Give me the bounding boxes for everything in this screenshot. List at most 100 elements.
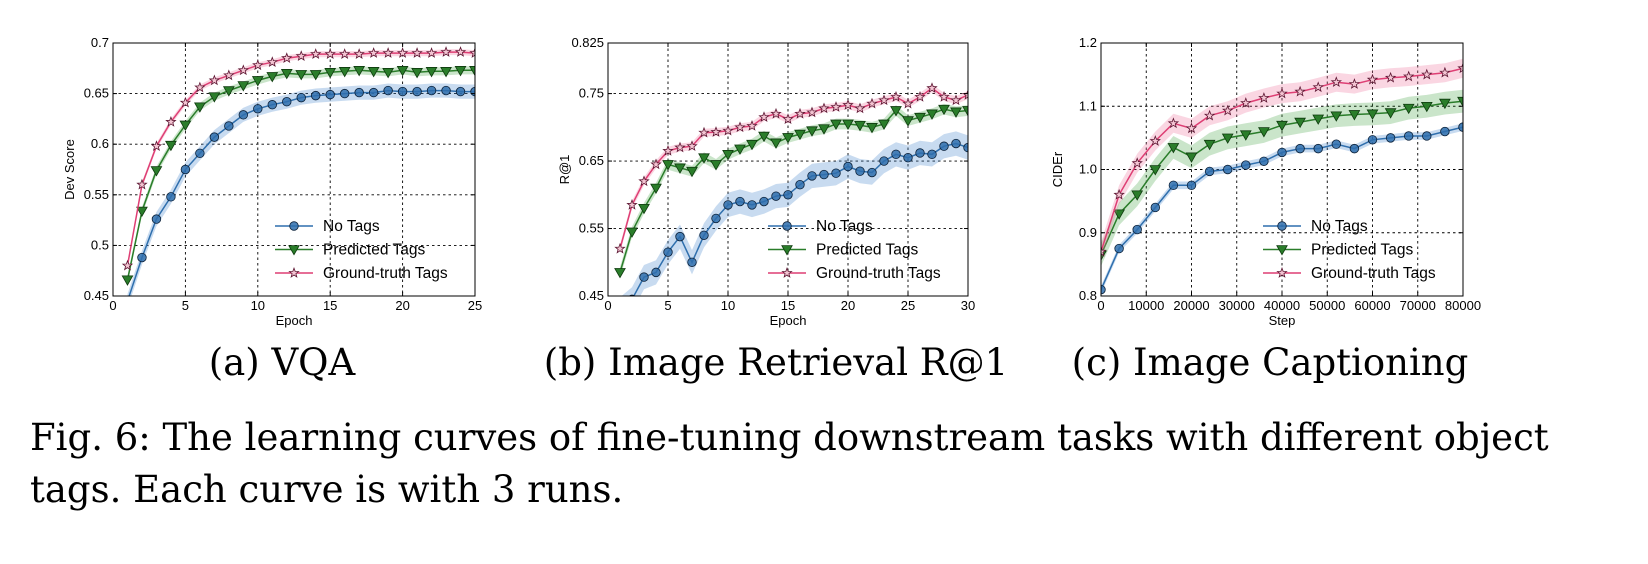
p1-point-predicted-tags-15: [338, 67, 351, 78]
p2-point-ground-truth-tags-10: [734, 121, 746, 133]
p1-ytick-label-4: 0.65: [84, 86, 109, 101]
p2-ytick-label-3: 0.75: [579, 86, 604, 101]
p1-point-ground-truth-tags-16: [353, 48, 365, 59]
p2-point-ground-truth-tags-6: [686, 140, 698, 152]
p2-point-ground-truth-tags-23: [890, 91, 902, 102]
p1-point-no-tags-17: [368, 87, 379, 98]
p2-point-ground-truth-tags-4: [662, 145, 674, 156]
p2-point-no-tags-17: [819, 169, 829, 180]
p2-subcaption: (b) Image Retrieval R@1: [544, 341, 1008, 384]
p3-point-no-tags-4: [1168, 180, 1179, 191]
p3-xlabel: Step: [1269, 313, 1296, 328]
p3-point-no-tags-18: [1422, 131, 1432, 141]
p1-ylabel: Dev Score: [62, 139, 77, 200]
p2-point-no-tags-2: [639, 272, 649, 282]
p3-legend-label-predicted-tags: Predicted Tags: [1311, 242, 1413, 259]
p2-point-predicted-tags-2: [638, 203, 650, 215]
p3-point-no-tags-13: [1331, 139, 1342, 149]
p1-point-no-tags-4: [180, 164, 191, 175]
p2-point-predicted-tags-1: [626, 227, 638, 238]
p1-point-no-tags-6: [209, 132, 220, 142]
p2-point-no-tags-8: [711, 213, 721, 224]
p3-xtick-label-1: 10000: [1128, 298, 1164, 313]
p1-point-ground-truth-tags-14: [324, 48, 336, 59]
p3-point-predicted-tags-6: [1203, 139, 1216, 151]
p2-legend-label-no-tags: No Tags: [816, 218, 873, 235]
p2-xtick-label-6: 30: [961, 298, 975, 313]
p3-point-no-tags-2: [1132, 224, 1142, 235]
p3-point-predicted-tags-9: [1258, 127, 1270, 138]
p1-point-ground-truth-tags-15: [339, 48, 351, 59]
p2-legend-label-ground-truth-tags: Ground-truth Tags: [816, 265, 941, 282]
p2-point-predicted-tags-25: [914, 112, 926, 124]
caption-label: Fig. 6:: [30, 416, 151, 459]
p1-band-ground-truth-tags: [127, 49, 475, 269]
p3-xtick-label-5: 50000: [1309, 298, 1345, 313]
p1-point-no-tags-3: [166, 192, 176, 202]
p3-xtick-label-7: 70000: [1400, 298, 1436, 313]
p1-point-predicted-tags-16: [353, 66, 366, 77]
p1-point-ground-truth-tags-10: [266, 56, 278, 68]
p2-xtick-label-5: 25: [901, 298, 915, 313]
p1-point-ground-truth-tags-4: [179, 96, 192, 108]
p3-legend-marker-no-tags: [1277, 221, 1287, 231]
p3-xtick-label-2: 20000: [1173, 298, 1209, 313]
p2-point-ground-truth-tags-27: [938, 91, 950, 102]
p2-point-no-tags-15: [795, 179, 805, 190]
p2-point-no-tags-6: [687, 257, 697, 267]
p2-point-predicted-tags-21: [866, 123, 878, 134]
p3-point-no-tags-17: [1403, 131, 1414, 141]
p2-point-ground-truth-tags-21: [866, 97, 878, 109]
p3-xtick-label-3: 30000: [1219, 298, 1255, 313]
p1-point-predicted-tags-10: [266, 72, 279, 83]
p1-point-predicted-tags-9: [251, 76, 264, 87]
p1-point-no-tags-14: [325, 89, 335, 100]
p2-ylabel: R@1: [557, 155, 572, 185]
p1-point-predicted-tags-1: [136, 206, 148, 217]
p2-point-ground-truth-tags-14: [782, 113, 794, 125]
p1-point-predicted-tags-7: [222, 86, 235, 97]
p2-point-predicted-tags-20: [854, 121, 866, 132]
p2-point-ground-truth-tags-22: [878, 94, 890, 106]
p1-legend: No Tags Predicted Tags Ground-truth Tags: [275, 218, 448, 282]
p2-ytick-label-4: 0.825: [571, 35, 604, 50]
p2-xtick-label-4: 20: [841, 298, 855, 313]
p3-ytick-label-0: 0.8: [1079, 288, 1097, 303]
p1-point-no-tags-18: [383, 85, 393, 96]
p2-point-predicted-tags-23: [890, 106, 902, 117]
p3-point-ground-truth-tags-8: [1240, 97, 1252, 108]
p3-point-ground-truth-tags-20: [1457, 62, 1463, 74]
p2-point-predicted-tags-8: [710, 160, 722, 171]
p1-point-predicted-tags-2: [150, 166, 163, 177]
p1-point-no-tags-11: [282, 96, 292, 107]
p2-point-predicted-tags-22: [878, 119, 890, 130]
p1-point-ground-truth-tags-5: [194, 81, 206, 93]
p2-point-no-tags-16: [807, 171, 817, 181]
p1-point-predicted-tags-12: [295, 70, 308, 81]
p1-point-no-tags-2: [151, 214, 162, 224]
p2-point-ground-truth-tags-1: [626, 198, 638, 210]
p3-point-no-tags-1: [1114, 243, 1124, 254]
p2-point-no-tags-18: [831, 168, 841, 178]
p1-frame: [112, 42, 476, 297]
p1-point-no-tags-21: [426, 85, 437, 96]
p2-xtick-label-1: 5: [664, 298, 671, 313]
p2-point-ground-truth-tags-8: [710, 126, 722, 137]
p2-point-predicted-tags-17: [818, 124, 830, 135]
p2-point-predicted-tags-7: [698, 153, 710, 164]
p3-point-no-tags-16: [1385, 133, 1396, 143]
p3-point-ground-truth-tags-18: [1421, 68, 1433, 80]
p2-point-predicted-tags-16: [806, 126, 818, 137]
p2-point-ground-truth-tags-19: [842, 99, 854, 110]
p2-point-no-tags-12: [759, 196, 769, 207]
caption-text: The learning curves of fine-tuning downs…: [30, 416, 1549, 511]
p3-point-ground-truth-tags-5: [1185, 122, 1198, 134]
p2-point-predicted-tags-3: [650, 183, 662, 195]
p3-point-predicted-tags-7: [1221, 133, 1234, 144]
p3-point-ground-truth-tags-7: [1222, 104, 1234, 116]
p2-point-ground-truth-tags-11: [746, 120, 758, 131]
p1-point-ground-truth-tags-3: [165, 115, 177, 127]
figure-caption: Fig. 6: The learning curves of fine-tuni…: [30, 412, 1630, 516]
p2-point-predicted-tags-11: [746, 139, 758, 151]
